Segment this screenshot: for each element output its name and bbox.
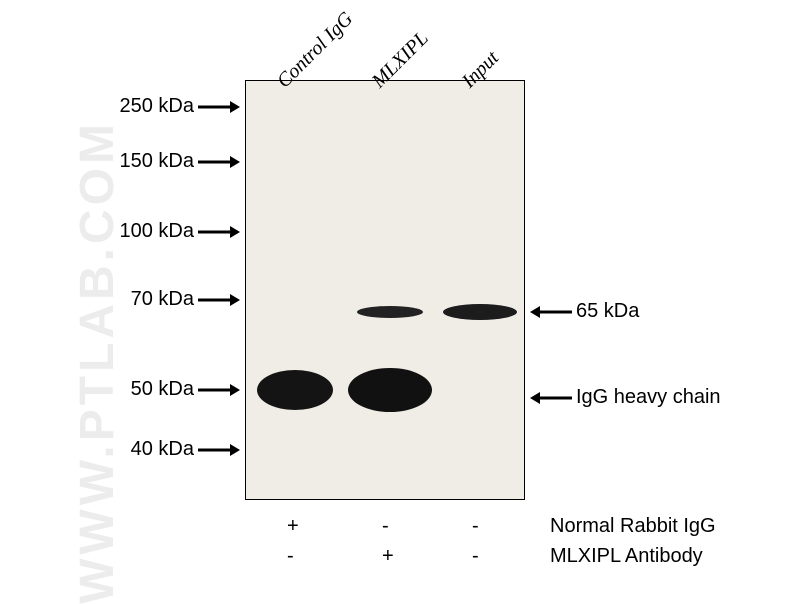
- ladder-mark: 250 kDa: [120, 95, 241, 118]
- western-blot-image: [245, 80, 525, 500]
- ladder-mark-text: 70 kDa: [131, 288, 194, 311]
- ladder-mark-text: 150 kDa: [120, 150, 195, 173]
- ladder-mark: 100 kDa: [120, 220, 241, 243]
- treatment-symbol: +: [287, 515, 299, 538]
- arrow-right-icon: [198, 156, 240, 168]
- treatment-symbol: -: [287, 545, 294, 568]
- treatment-symbol: -: [472, 515, 479, 538]
- arrow-left-icon: [530, 392, 572, 404]
- ladder-mark: 150 kDa: [120, 150, 241, 173]
- treatment-row-label: MLXIPL Antibody: [550, 545, 703, 568]
- arrow-right-icon: [198, 444, 240, 456]
- arrow-right-icon: [198, 226, 240, 238]
- arrow-right-icon: [198, 384, 240, 396]
- treatment-row-label: Normal Rabbit IgG: [550, 515, 716, 538]
- ladder-mark-text: 100 kDa: [120, 220, 195, 243]
- band-annotation: 65 kDa: [530, 300, 639, 323]
- treatment-symbol: +: [382, 545, 394, 568]
- treatment-symbol: -: [382, 515, 389, 538]
- ladder-mark: 50 kDa: [131, 378, 240, 401]
- treatment-symbol: -: [472, 545, 479, 568]
- band-annotation-text: 65 kDa: [576, 300, 639, 323]
- arrow-right-icon: [198, 294, 240, 306]
- band-annotation: IgG heavy chain: [530, 386, 721, 409]
- ladder-mark-text: 40 kDa: [131, 438, 194, 461]
- protein-band: [257, 370, 333, 410]
- protein-band: [443, 304, 517, 320]
- protein-band: [348, 368, 432, 412]
- arrow-right-icon: [198, 101, 240, 113]
- ladder-mark-text: 250 kDa: [120, 95, 195, 118]
- band-annotation-text: IgG heavy chain: [576, 386, 721, 409]
- watermark-text: WWW.PTLAB.COM: [70, 120, 125, 604]
- ladder-mark: 40 kDa: [131, 438, 240, 461]
- ladder-mark-text: 50 kDa: [131, 378, 194, 401]
- protein-band: [357, 306, 423, 318]
- ladder-mark: 70 kDa: [131, 288, 240, 311]
- arrow-left-icon: [530, 306, 572, 318]
- figure-container: WWW.PTLAB.COM 250 kDa 150 kDa 100 kDa 70…: [0, 0, 800, 600]
